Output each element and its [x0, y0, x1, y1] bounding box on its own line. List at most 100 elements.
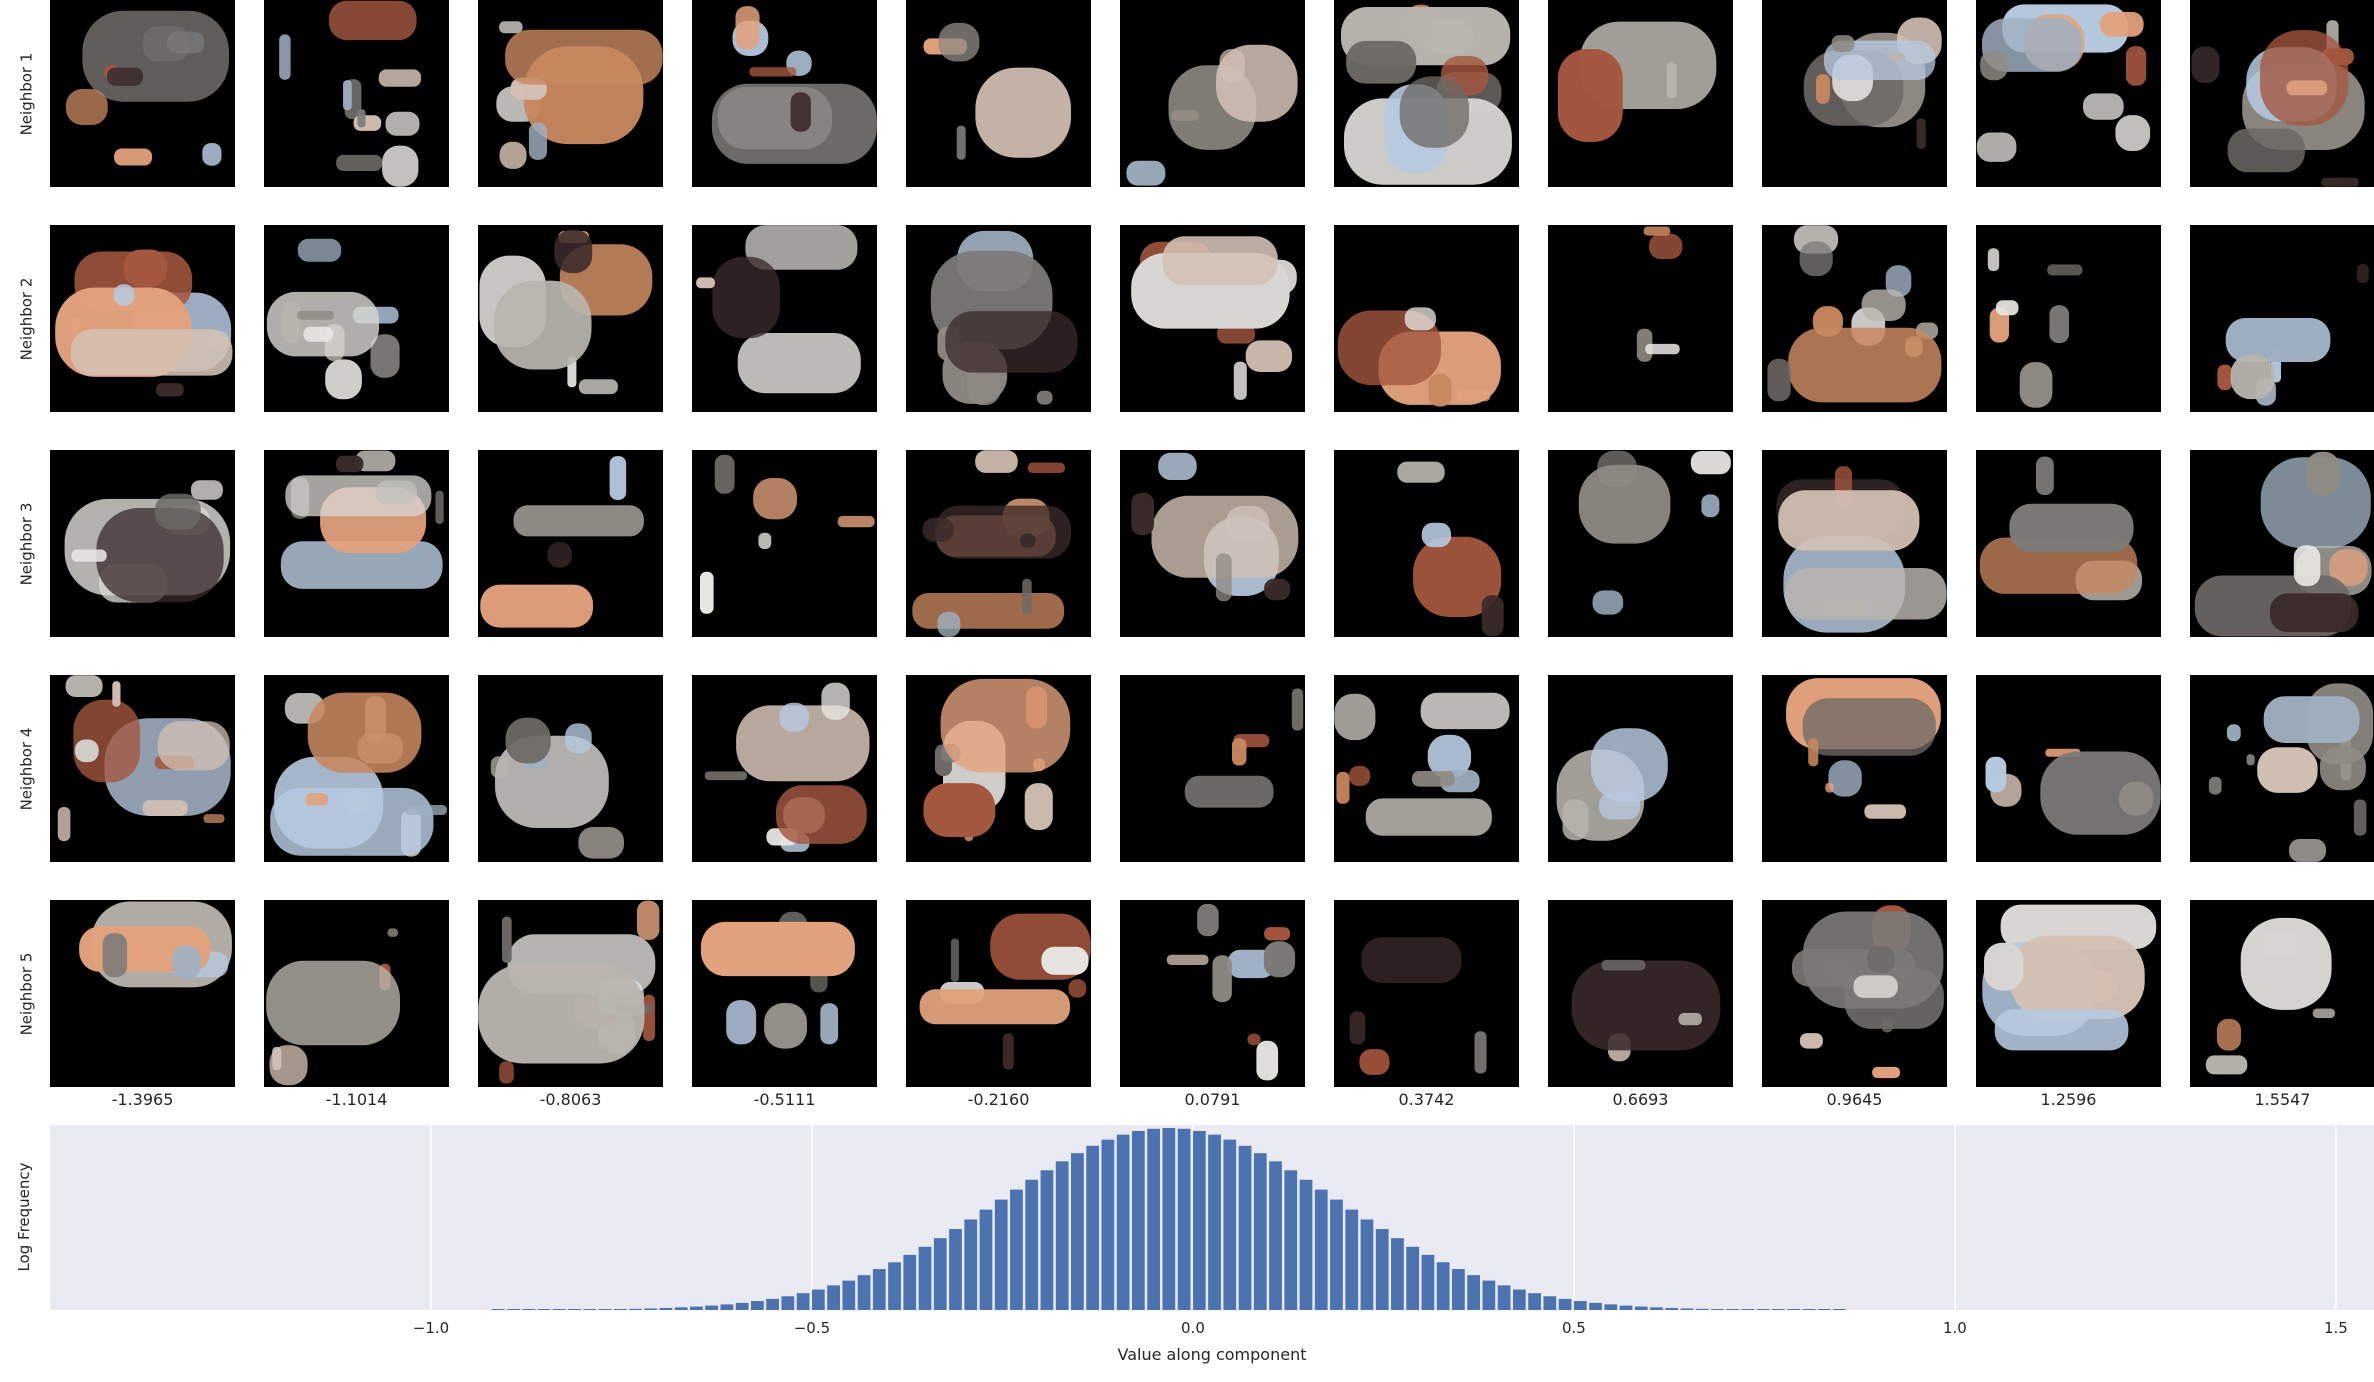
segment-shapes — [2208, 683, 2374, 862]
segment-shapes — [479, 229, 653, 395]
neighbor-image-tile — [1976, 900, 2161, 1087]
segment-blob — [554, 229, 593, 273]
histogram-bar — [979, 1209, 993, 1310]
segment-blob — [1785, 568, 1947, 620]
histogram-bar — [659, 1307, 673, 1310]
segment-shapes — [2205, 917, 2335, 1075]
segment-blob — [1041, 946, 1089, 975]
segment-blob — [2047, 264, 2083, 276]
segment-blob — [2083, 93, 2124, 120]
segment-shapes — [1803, 17, 1942, 149]
segment-shapes — [1976, 4, 2151, 162]
segment-blob — [328, 0, 417, 41]
segment-blob — [1823, 40, 1936, 80]
segment-blob — [480, 584, 593, 628]
histogram-bar — [1253, 1153, 1267, 1310]
neighbor-image-tile — [1548, 675, 1733, 862]
neighbor-image-tile — [1976, 675, 2161, 862]
histogram-bar — [1543, 1296, 1557, 1310]
histogram-bar — [1330, 1199, 1343, 1310]
histogram-bar — [1223, 1139, 1237, 1310]
segment-blob — [578, 827, 624, 859]
segment-blob — [1864, 804, 1907, 819]
histogram-bar — [903, 1254, 917, 1310]
histogram-bar — [1314, 1189, 1328, 1310]
segment-blob — [2353, 799, 2367, 836]
segment-shapes — [1578, 450, 1731, 615]
segment-blob — [1197, 903, 1219, 937]
segment-blob — [1802, 698, 1936, 756]
segment-blob — [154, 493, 201, 530]
segment-blob — [2217, 364, 2233, 391]
segment-blob — [1349, 1011, 1366, 1045]
histogram-bar — [1680, 1308, 1694, 1310]
segment-blob — [2289, 839, 2326, 862]
segment-blob — [1481, 595, 1504, 637]
column-value-label: -0.2160 — [967, 1090, 1030, 1109]
segment-shapes — [55, 249, 233, 397]
neighbor-image-tile — [478, 675, 663, 862]
x-tick-label: 1.0 — [1943, 1319, 1967, 1337]
segment-blob — [2306, 451, 2340, 496]
neighbor-image-tile — [692, 0, 877, 187]
histogram-bar — [1512, 1289, 1526, 1310]
histogram-bar — [1071, 1153, 1084, 1310]
segment-blob — [1701, 494, 1720, 518]
segment-blob — [1151, 495, 1299, 578]
segment-blob — [1598, 792, 1641, 820]
segment-blob — [2205, 1055, 2248, 1075]
segment-blob — [378, 69, 422, 87]
neighbor-image-tile — [264, 900, 449, 1087]
segment-blob — [305, 793, 329, 806]
segment-blob — [1881, 1019, 1893, 1033]
histogram-bar — [918, 1246, 932, 1310]
segment-shapes — [923, 22, 1071, 160]
segment-blob — [1778, 490, 1920, 551]
segment-blob — [96, 508, 224, 603]
segment-blob — [1359, 1049, 1390, 1075]
segment-blob — [2216, 1018, 2241, 1051]
histogram-bar — [1467, 1275, 1480, 1310]
histogram-bar — [583, 1309, 597, 1310]
neighbor-image-tile — [1334, 450, 1519, 637]
segment-blob — [370, 334, 400, 378]
histogram-bar — [1177, 1128, 1191, 1310]
segment-blob — [285, 475, 432, 517]
segment-blob — [1247, 1033, 1261, 1046]
segment-blob — [157, 721, 230, 771]
segment-blob — [735, 6, 760, 50]
segment-blob — [2227, 128, 2305, 173]
segment-blob — [1890, 53, 1905, 62]
histogram-bar — [1833, 1309, 1846, 1310]
segment-blob — [1020, 533, 1036, 548]
neighbor-image-grid: Neighbor 1 Neighbor 2 Neighbor 3 Neighbo… — [17, 0, 2374, 1109]
histogram-bar — [751, 1301, 764, 1310]
segment-blob — [1985, 756, 2007, 793]
segment-blob — [2019, 362, 2053, 408]
segment-shapes — [1349, 937, 1487, 1075]
histogram-tick-labels: −1.0 −0.5 0.0 0.5 1.0 1.5 — [413, 1319, 2348, 1337]
histogram-bar — [1802, 1309, 1816, 1310]
neighbor-image-tile — [906, 900, 1091, 1087]
segment-blob — [704, 771, 748, 781]
segment-blob — [1336, 771, 1350, 804]
segment-blob — [2263, 696, 2360, 743]
segment-shapes — [1337, 307, 1501, 407]
histogram-bar — [1010, 1189, 1023, 1310]
segment-blob — [2208, 776, 2222, 795]
histogram-bar — [842, 1280, 856, 1310]
segment-blob — [714, 454, 735, 494]
segment-blob — [1853, 975, 1898, 998]
segment-blob — [1024, 783, 1053, 831]
segment-blob — [821, 682, 850, 720]
segment-shapes — [57, 675, 231, 842]
segment-shapes — [1184, 688, 1304, 808]
segment-blob — [1166, 954, 1209, 965]
segment-blob — [490, 756, 508, 779]
segment-blob — [1872, 1066, 1901, 1079]
segment-blob — [975, 450, 1018, 473]
segment-blob — [749, 67, 797, 77]
segment-blob — [637, 900, 660, 940]
segment-blob — [1263, 941, 1296, 978]
segment-blob — [282, 301, 302, 344]
